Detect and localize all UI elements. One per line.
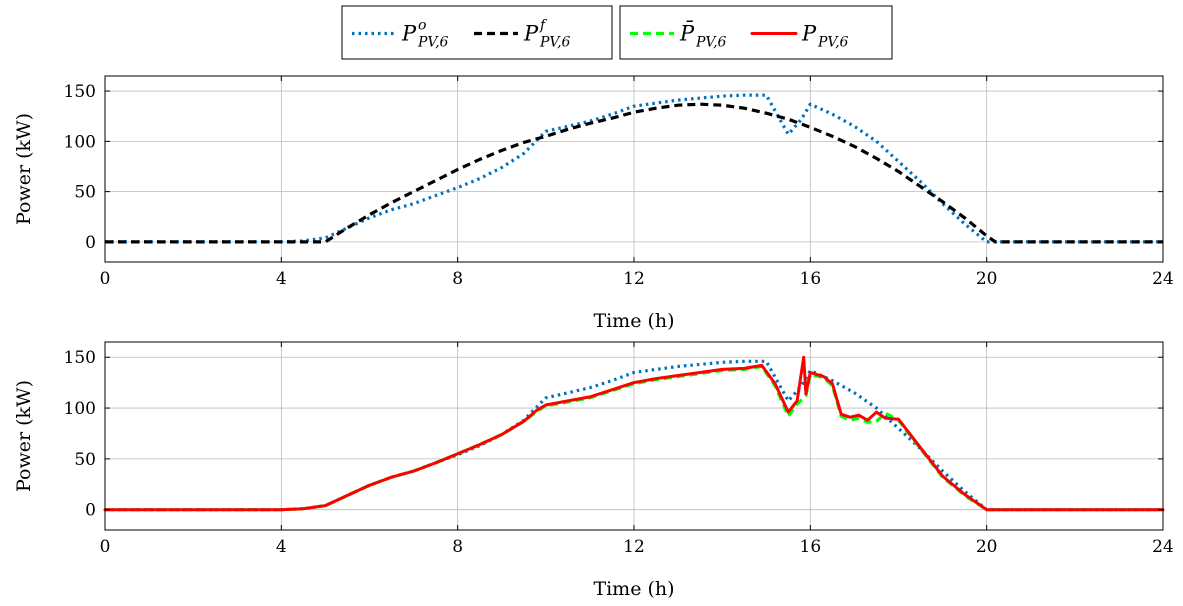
legend-box-1: P̄ PV,6 P PV,6 [619, 5, 893, 60]
y-axis-label: Power (kW) [13, 380, 35, 492]
y-tick-label: 150 [64, 82, 96, 102]
x-tick-label: 20 [976, 537, 998, 557]
x-tick-label: 24 [1152, 537, 1174, 557]
series-line-P_o [105, 93, 1163, 244]
x-tick-label: 8 [452, 537, 463, 557]
x-tick-label: 12 [623, 269, 645, 289]
x-tick-label: 4 [276, 537, 287, 557]
y-tick-label: 0 [85, 233, 96, 253]
y-tick-label: 100 [64, 399, 96, 419]
y-axis-label: Power (kW) [13, 113, 35, 225]
y-tick-label: 150 [64, 348, 96, 368]
y-tick-label: 50 [74, 450, 96, 470]
x-tick-label: 4 [276, 269, 287, 289]
x-tick-label: 12 [623, 537, 645, 557]
y-tick-label: 50 [74, 183, 96, 203]
series-line-P [103, 355, 1165, 512]
x-axis-label: Time (h) [593, 578, 674, 600]
bottom-chart: 0 4 8 12 16 20 24 0 50 100 150 Time (h) Power (kW) [13, 341, 1174, 600]
x-axis-label: Time (h) [593, 310, 674, 332]
x-tick-label: 0 [100, 537, 111, 557]
x-tick-label: 8 [452, 269, 463, 289]
legend-label-P_bar: P̄ PV,6 [679, 21, 727, 51]
x-tick-label: 20 [976, 269, 998, 289]
x-tick-label: 16 [800, 537, 822, 557]
x-tick-label: 0 [100, 269, 111, 289]
legend-label-P: P PV,6 [801, 22, 849, 51]
x-tick-label: 16 [800, 269, 822, 289]
y-tick-label: 0 [85, 501, 96, 521]
series-line-P_f [105, 102, 1163, 244]
top-chart: 0 4 8 12 16 20 24 0 50 100 150 Time (h) Power (kW) [13, 75, 1174, 332]
x-tick-label: 24 [1152, 269, 1174, 289]
y-tick-label: 100 [64, 132, 96, 152]
